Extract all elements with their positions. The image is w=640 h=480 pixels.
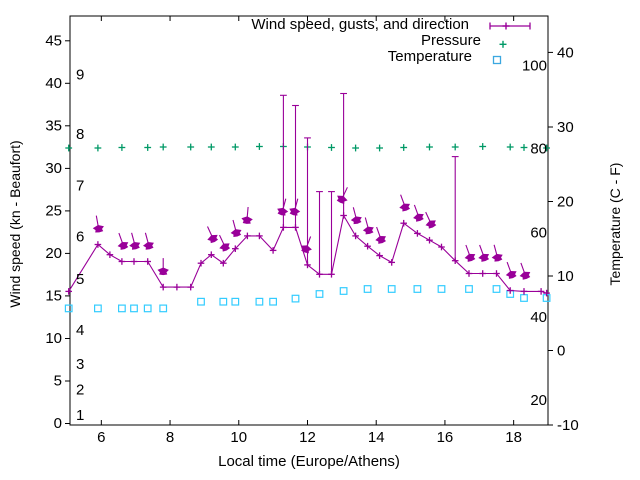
svg-text:0: 0 — [557, 343, 565, 360]
svg-text:20: 20 — [45, 245, 62, 262]
svg-text:Temperature: Temperature — [388, 48, 472, 65]
svg-text:6: 6 — [76, 229, 84, 246]
svg-text:3: 3 — [76, 356, 84, 373]
svg-text:45: 45 — [45, 32, 62, 49]
svg-text:20: 20 — [530, 392, 547, 409]
svg-text:15: 15 — [45, 287, 62, 304]
svg-text:40: 40 — [45, 75, 62, 92]
svg-text:6: 6 — [97, 429, 105, 446]
svg-text:30: 30 — [557, 119, 574, 136]
svg-text:Wind speed (kn - Beaufort): Wind speed (kn - Beaufort) — [7, 140, 23, 307]
svg-text:30: 30 — [45, 160, 62, 177]
svg-text:4: 4 — [76, 322, 84, 339]
svg-text:60: 60 — [530, 225, 547, 242]
svg-text:7: 7 — [76, 177, 84, 194]
svg-text:9: 9 — [76, 66, 84, 83]
svg-text:25: 25 — [45, 202, 62, 219]
svg-text:100: 100 — [522, 58, 547, 75]
svg-text:8: 8 — [166, 429, 174, 446]
svg-text:5: 5 — [76, 271, 84, 288]
svg-text:20: 20 — [557, 194, 574, 211]
svg-text:-10: -10 — [557, 417, 579, 434]
svg-text:18: 18 — [505, 429, 522, 446]
svg-text:0: 0 — [54, 415, 62, 432]
svg-text:12: 12 — [299, 429, 316, 446]
svg-text:10: 10 — [45, 330, 62, 347]
svg-text:14: 14 — [368, 429, 385, 446]
svg-text:Temperature (C - F): Temperature (C - F) — [607, 163, 623, 286]
svg-text:1: 1 — [76, 407, 84, 424]
svg-text:16: 16 — [437, 429, 454, 446]
svg-text:5: 5 — [54, 373, 62, 390]
svg-text:8: 8 — [76, 126, 84, 143]
svg-text:10: 10 — [230, 429, 247, 446]
svg-text:80: 80 — [530, 141, 547, 158]
svg-text:10: 10 — [557, 268, 574, 285]
svg-text:Pressure: Pressure — [421, 32, 481, 49]
svg-text:Wind speed, gusts, and directi: Wind speed, gusts, and direction — [251, 16, 469, 33]
svg-text:Local time (Europe/Athens): Local time (Europe/Athens) — [218, 453, 400, 470]
svg-text:40: 40 — [530, 309, 547, 326]
svg-text:40: 40 — [557, 44, 574, 61]
svg-text:35: 35 — [45, 117, 62, 134]
svg-text:2: 2 — [76, 382, 84, 399]
